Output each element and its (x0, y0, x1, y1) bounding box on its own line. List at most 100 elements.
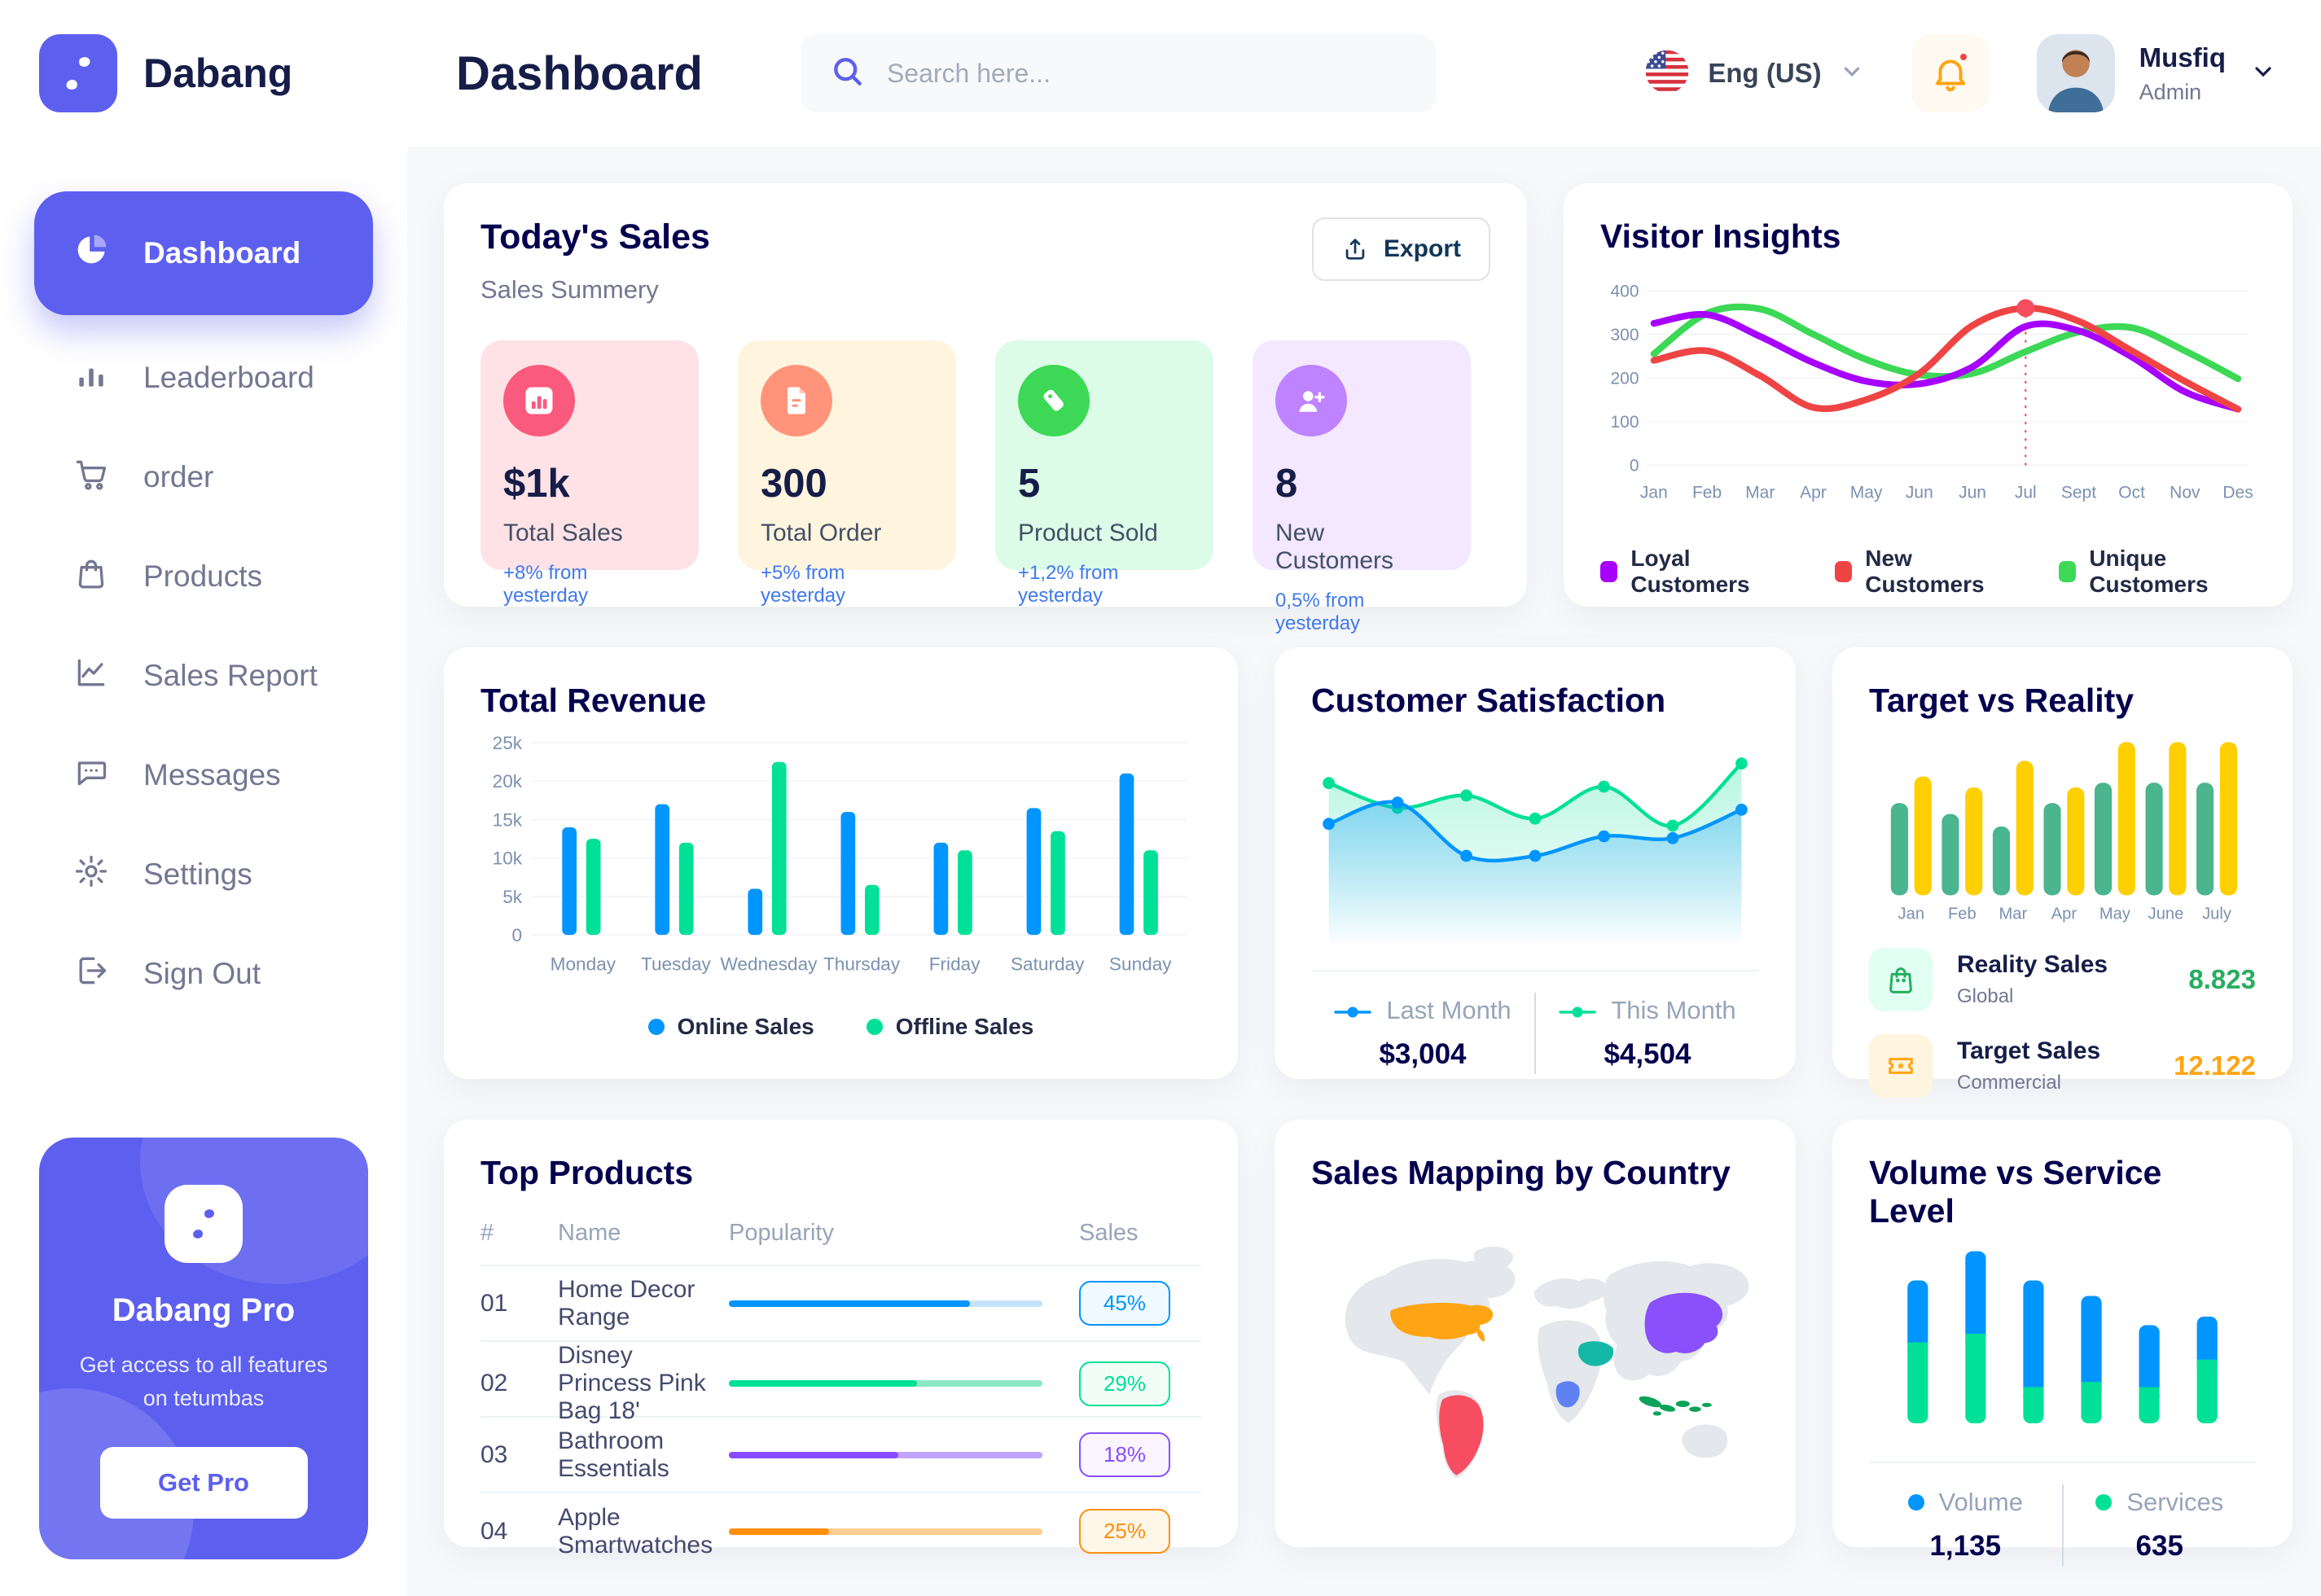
legend-line-dot-marker (1334, 996, 1372, 1025)
mini-card-value: $1k (503, 462, 570, 506)
svg-text:15k: 15k (493, 809, 523, 830)
country-saudi-arabia (1577, 1341, 1614, 1366)
sidebar-item-label: Sales Report (143, 659, 318, 692)
svg-text:Wednesday: Wednesday (721, 954, 818, 974)
sidebar-item-label: Dashboard (143, 236, 301, 270)
get-pro-button[interactable]: Get Pro (99, 1447, 308, 1519)
country-brazil (1439, 1395, 1484, 1475)
svg-text:Thursday: Thursday (823, 954, 901, 974)
sidebar-item-products[interactable]: Products (34, 527, 373, 626)
target-vs-reality-chart: Jan Feb Mar Apr May June July (1890, 742, 2237, 923)
pro-card: Dabang Pro Get access to all features on… (39, 1138, 368, 1559)
volume-service-card: Volume vs Service Level Volume 1,135 Servi… (1832, 1120, 2292, 1566)
sidebar-item-order[interactable]: order (34, 428, 373, 527)
search-bar[interactable] (800, 34, 1436, 112)
page-title: Dashboard (456, 46, 703, 100)
mini-card-label: New Customers (1275, 520, 1394, 574)
sidebar-item-leaderboard[interactable]: Leaderboard (34, 328, 373, 428)
brand-name: Dabang (143, 50, 293, 96)
product-name: Home Decor Range (558, 1275, 695, 1331)
content: Today's Sales Sales Summery Export $1k To… (407, 147, 2321, 1596)
legend-label: Services (2126, 1488, 2224, 1516)
legend-unique-customers: Unique Customers (2058, 546, 2256, 598)
todays-sales-card: Today's Sales Sales Summery Export $1k To… (444, 183, 1527, 634)
search-input[interactable] (886, 58, 1406, 89)
legend-line-dot-marker (1559, 996, 1597, 1025)
legend-value: 12.122 (2174, 1050, 2256, 1081)
gear-icon (73, 853, 109, 897)
svg-text:5k: 5k (502, 887, 523, 907)
sidebar-item-messages[interactable]: Messages (34, 726, 373, 825)
product-name: Bathroom Essentials (558, 1427, 669, 1482)
legend-value: 1,135 (1929, 1530, 2002, 1562)
signout-icon (73, 953, 109, 996)
legend-value: $3,004 (1379, 1038, 1467, 1070)
legend-label: Last Month (1386, 996, 1512, 1024)
svg-text:400: 400 (1610, 282, 1639, 300)
user-menu[interactable]: Musfiq Admin (2036, 34, 2276, 112)
satisfaction-legend: Last Month $3,004 This Month $4,504 (1311, 970, 1759, 1074)
mini-card-delta: 0,5% from yesterday (1275, 590, 1365, 634)
avatar (2036, 34, 2115, 112)
product-row: 03 Bathroom Essentials 18% (480, 1418, 1201, 1493)
svg-text:July: July (2202, 905, 2232, 923)
mini-card-delta: +1,2% from yesterday (1018, 562, 1119, 607)
svg-text:Sunday: Sunday (1109, 954, 1172, 974)
product-rank: 02 (480, 1370, 508, 1396)
leaderboard-bars-icon (73, 357, 109, 400)
svg-text:Oct: Oct (2118, 483, 2145, 502)
sidebar: Dashboard Leaderboard order Products Sales R… (0, 147, 407, 1596)
bag-icon (1869, 948, 1933, 1011)
svg-text:Jul: Jul (2015, 483, 2037, 502)
brand: Dabang (0, 0, 407, 147)
svg-text:Saturday: Saturday (1011, 954, 1085, 974)
volume-service-chart (1907, 1251, 2218, 1423)
export-button[interactable]: Export (1311, 217, 1490, 281)
language-selector[interactable]: Eng (US) (1644, 49, 1863, 99)
notifications-button[interactable] (1911, 34, 1990, 112)
legend-services: Services 635 (2064, 1488, 2257, 1563)
legend-volume: Volume 1,135 (1869, 1488, 2062, 1563)
sales-badge: 18% (1079, 1432, 1170, 1477)
user-role: Admin (2139, 79, 2202, 104)
sidebar-item-label: Settings (143, 857, 252, 891)
legend-offline-sales: Offline Sales (866, 1014, 1033, 1040)
message-icon (73, 754, 109, 797)
todays-sales-title: Today's Sales (480, 217, 710, 256)
top-products-title: Top Products (480, 1154, 694, 1191)
sidebar-item-sign-out[interactable]: Sign Out (34, 924, 373, 1024)
pro-title: Dabang Pro (112, 1292, 296, 1328)
user-plus-icon (1275, 365, 1347, 436)
svg-text:Mar: Mar (1999, 905, 2028, 923)
visitor-insights-card: Visitor Insights 0 100 200 300 400 Jan Feb Mar A… (1564, 183, 2292, 607)
sidebar-item-dashboard[interactable]: Dashboard (34, 191, 373, 315)
legend-dot (1907, 1494, 1924, 1510)
product-rank: 01 (480, 1289, 508, 1317)
product-rank: 04 (480, 1517, 508, 1545)
product-row: 01 Home Decor Range 45% (480, 1266, 1201, 1342)
mini-card-value: 300 (761, 462, 827, 506)
legend-subtitle: Global (1957, 985, 2014, 1007)
legend-subtitle: Commercial (1957, 1072, 2062, 1094)
legend-label: Volume (1938, 1488, 2023, 1516)
todays-sales-heading: Today's Sales Sales Summery (480, 217, 710, 305)
sales-badge: 25% (1079, 1509, 1170, 1554)
svg-text:Jun: Jun (1906, 483, 1933, 502)
country-china (1644, 1292, 1723, 1353)
legend-divider (1534, 993, 1536, 1074)
legend-texts: Reality Sales Global (1957, 951, 2108, 1008)
legend-title: Reality Sales (1957, 951, 2108, 978)
legend-swatch (1834, 561, 1853, 582)
svg-text:300: 300 (1610, 326, 1639, 344)
export-icon (1345, 239, 1365, 260)
legend-label-row: Volume (1907, 1488, 2023, 1517)
sidebar-item-sales-report[interactable]: Sales Report (34, 626, 373, 726)
legend-label: Online Sales (677, 1014, 814, 1039)
legend-swatch (2058, 561, 2077, 582)
total-revenue-card: Total Revenue 0 5k 10k 15k 20k 25k Monday Tuesd… (444, 647, 1238, 1079)
todays-sales-subtitle: Sales Summery (480, 275, 659, 304)
sidebar-item-settings[interactable]: Settings (34, 825, 373, 924)
popularity-bar (729, 1300, 1042, 1307)
country-united-states (1390, 1302, 1494, 1343)
